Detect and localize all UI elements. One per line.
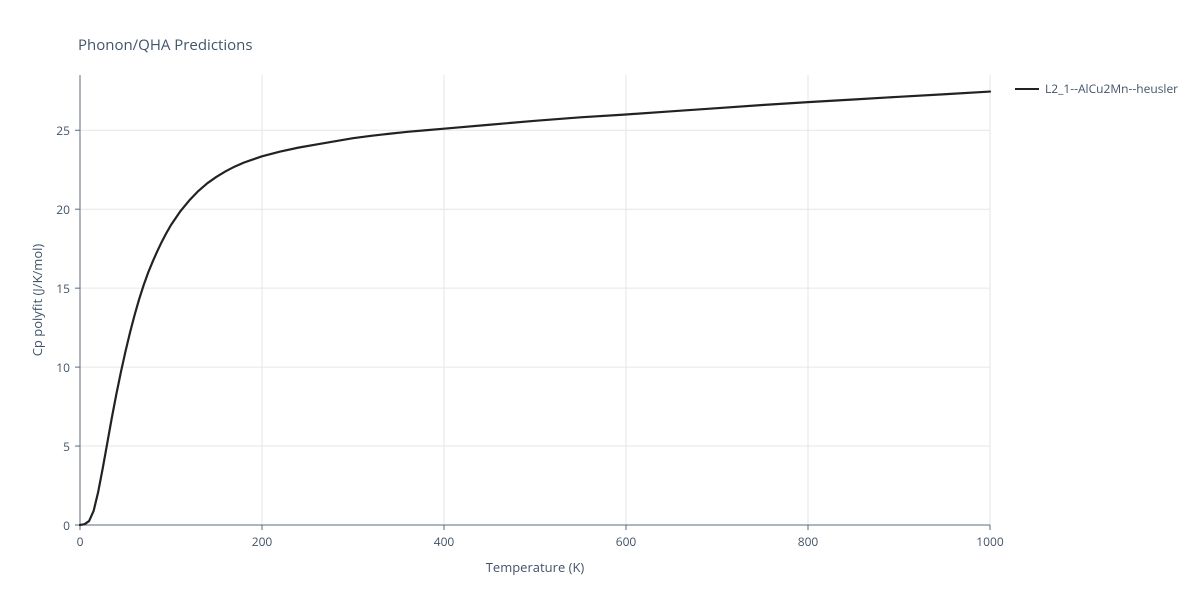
x-tick-label: 600 <box>611 533 641 550</box>
y-axis-label: Cp polyfit (J/K/mol) <box>28 200 46 400</box>
y-tick-label: 0 <box>63 517 70 534</box>
x-tick-label: 800 <box>793 533 823 550</box>
x-tick-label: 200 <box>247 533 277 550</box>
x-tick-label: 0 <box>65 533 95 550</box>
legend-label: L2_1--AlCu2Mn--heusler <box>1045 80 1178 97</box>
y-tick-label: 15 <box>56 280 70 297</box>
y-tick-label: 25 <box>56 122 70 139</box>
y-tick-label: 20 <box>56 201 70 218</box>
x-axis-label: Temperature (K) <box>435 558 635 576</box>
x-tick-label: 400 <box>429 533 459 550</box>
y-tick-label: 10 <box>56 359 70 376</box>
y-tick-label: 5 <box>63 438 70 455</box>
x-tick-label: 1000 <box>975 533 1005 550</box>
chart-container: Phonon/QHA Predictions 02004006008001000… <box>0 0 1200 600</box>
legend-swatch <box>1015 88 1039 90</box>
legend: L2_1--AlCu2Mn--heusler <box>1015 80 1178 97</box>
